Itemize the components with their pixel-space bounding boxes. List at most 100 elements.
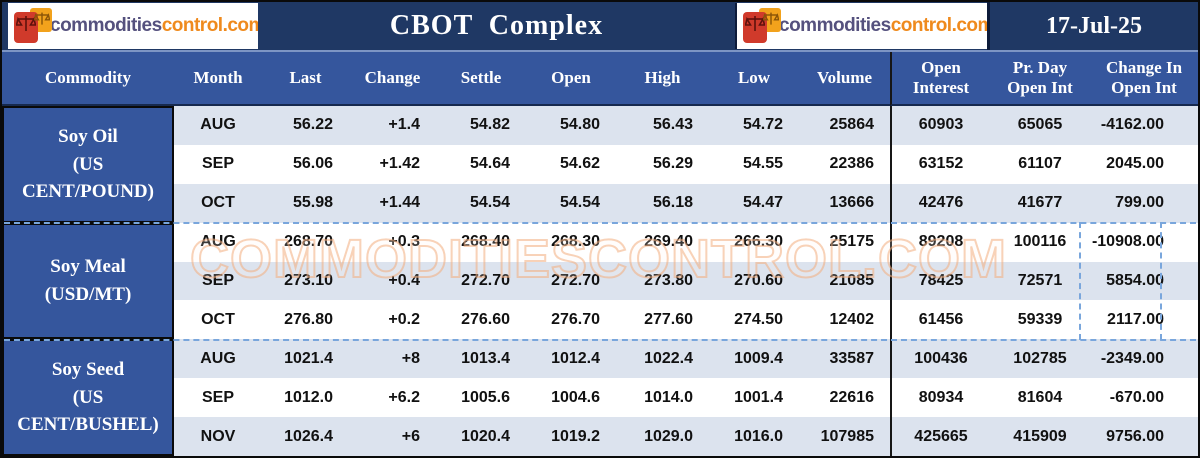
col-header-settle: Settle (436, 52, 526, 106)
value-cell: 59339 (990, 300, 1090, 340)
month-cell-soy-meal-oct: OCT (174, 300, 262, 340)
value-cell: 54.47 (709, 183, 799, 223)
value-cell: 33587 (799, 339, 890, 379)
col-header-last: Last (262, 52, 349, 106)
col-header-prev-day-open-int: Pr. Day Open Int (990, 52, 1090, 106)
col-header-commodity: Commodity (2, 52, 174, 106)
value-cell: 1012.0 (262, 378, 349, 418)
col-header-change: Change (349, 52, 436, 106)
value-cell: +6.2 (349, 378, 436, 418)
value-cell: 277.60 (616, 300, 709, 340)
value-cell: 22616 (799, 378, 890, 418)
scales-logo-icon (741, 5, 785, 47)
commodity-unit: CENT/BUSHEL) (17, 414, 159, 436)
value-cell: 276.80 (262, 300, 349, 340)
value-cell: 72571 (990, 261, 1090, 301)
value-cell: 1016.0 (709, 417, 799, 456)
value-cell: +1.44 (349, 183, 436, 223)
value-cell: 2045.00 (1090, 144, 1198, 184)
logo-wordmark: commoditiescontrol.com (779, 15, 987, 36)
value-cell: 273.80 (616, 261, 709, 301)
commodity-unit: (USD/MT) (44, 284, 132, 305)
value-cell: 107985 (799, 417, 890, 456)
col-header-high: High (616, 52, 709, 106)
value-cell: 1026.4 (262, 417, 349, 456)
month-cell-soy-oil-sep: SEP (174, 144, 262, 184)
value-cell: 55.98 (262, 183, 349, 223)
value-cell: 273.10 (262, 261, 349, 301)
value-cell: 56.29 (616, 144, 709, 184)
value-cell: 54.82 (436, 106, 526, 145)
value-cell: 54.54 (436, 183, 526, 223)
value-cell: -10908.00 (1090, 222, 1198, 262)
value-cell: 1020.4 (436, 417, 526, 456)
value-cell: 78425 (890, 261, 990, 301)
page-title: CBOT Complex (389, 10, 604, 41)
value-cell: 54.55 (709, 144, 799, 184)
value-cell: 54.72 (709, 106, 799, 145)
value-cell: 1012.4 (526, 339, 616, 379)
commodity-unit: (US (72, 386, 104, 408)
value-cell: 2117.00 (1090, 300, 1198, 340)
commoditiescontrol-logo-right[interactable]: commoditiescontrol.com (735, 3, 987, 49)
value-cell: 5854.00 (1090, 261, 1198, 301)
value-cell: 56.43 (616, 106, 709, 145)
value-cell: 56.22 (262, 106, 349, 145)
commodity-unit: (US (72, 153, 104, 175)
month-cell-soy-meal-sep: SEP (174, 261, 262, 301)
value-cell: 89208 (890, 222, 990, 262)
value-cell: 268.70 (262, 222, 349, 262)
value-cell: 1021.4 (262, 339, 349, 379)
value-cell: 54.64 (436, 144, 526, 184)
commodity-label-soy-meal: Soy Meal (USD/MT) (2, 222, 174, 340)
value-cell: 56.18 (616, 183, 709, 223)
value-cell: 9756.00 (1090, 417, 1198, 456)
col-header-change-in-open-int: Change In Open Int (1090, 52, 1198, 106)
col-header-open-interest: Open Interest (890, 52, 990, 106)
value-cell: 81604 (990, 378, 1090, 418)
value-cell: 56.06 (262, 144, 349, 184)
value-cell: -2349.00 (1090, 339, 1198, 379)
value-cell: 12402 (799, 300, 890, 340)
value-cell: 22386 (799, 144, 890, 184)
value-cell: 1005.6 (436, 378, 526, 418)
value-cell: 1022.4 (616, 339, 709, 379)
value-cell: 21085 (799, 261, 890, 301)
value-cell: 61456 (890, 300, 990, 340)
title-area: CBOT Complex (258, 2, 735, 50)
value-cell: 63152 (890, 144, 990, 184)
value-cell: +0.2 (349, 300, 436, 340)
scales-logo-icon (12, 5, 56, 47)
commoditiescontrol-logo[interactable]: commoditiescontrol.com (8, 3, 258, 49)
commodity-label-soy-oil: Soy Oil (US CENT/POUND) (2, 106, 174, 223)
value-cell: 25175 (799, 222, 890, 262)
value-cell: 1029.0 (616, 417, 709, 456)
cbot-price-table: Commodity Month Last Change Settle Open … (2, 52, 1198, 456)
value-cell: +1.4 (349, 106, 436, 145)
value-cell: 61107 (990, 144, 1090, 184)
commodity-name: Soy Oil (58, 126, 118, 148)
value-cell: 13666 (799, 183, 890, 223)
value-cell: 54.62 (526, 144, 616, 184)
col-header-month: Month (174, 52, 262, 106)
value-cell: 799.00 (1090, 183, 1198, 223)
value-cell: 425665 (890, 417, 990, 456)
value-cell: +1.42 (349, 144, 436, 184)
value-cell: 65065 (990, 106, 1090, 145)
value-cell: 80934 (890, 378, 990, 418)
value-cell: -4162.00 (1090, 106, 1198, 145)
commodity-unit: CENT/POUND) (22, 181, 154, 203)
commodity-name: Soy Meal (50, 256, 126, 278)
value-cell: -670.00 (1090, 378, 1198, 418)
value-cell: 100116 (990, 222, 1090, 262)
month-cell-soy-seed-sep: SEP (174, 378, 262, 418)
report-date: 17-Jul-25 (987, 2, 1198, 50)
value-cell: +0.3 (349, 222, 436, 262)
value-cell: 54.80 (526, 106, 616, 145)
value-cell: 1013.4 (436, 339, 526, 379)
value-cell: 276.60 (436, 300, 526, 340)
value-cell: 54.54 (526, 183, 616, 223)
logo-wordmark: commoditiescontrol.com (50, 15, 258, 36)
month-cell-soy-oil-oct: OCT (174, 183, 262, 223)
col-header-low: Low (709, 52, 799, 106)
